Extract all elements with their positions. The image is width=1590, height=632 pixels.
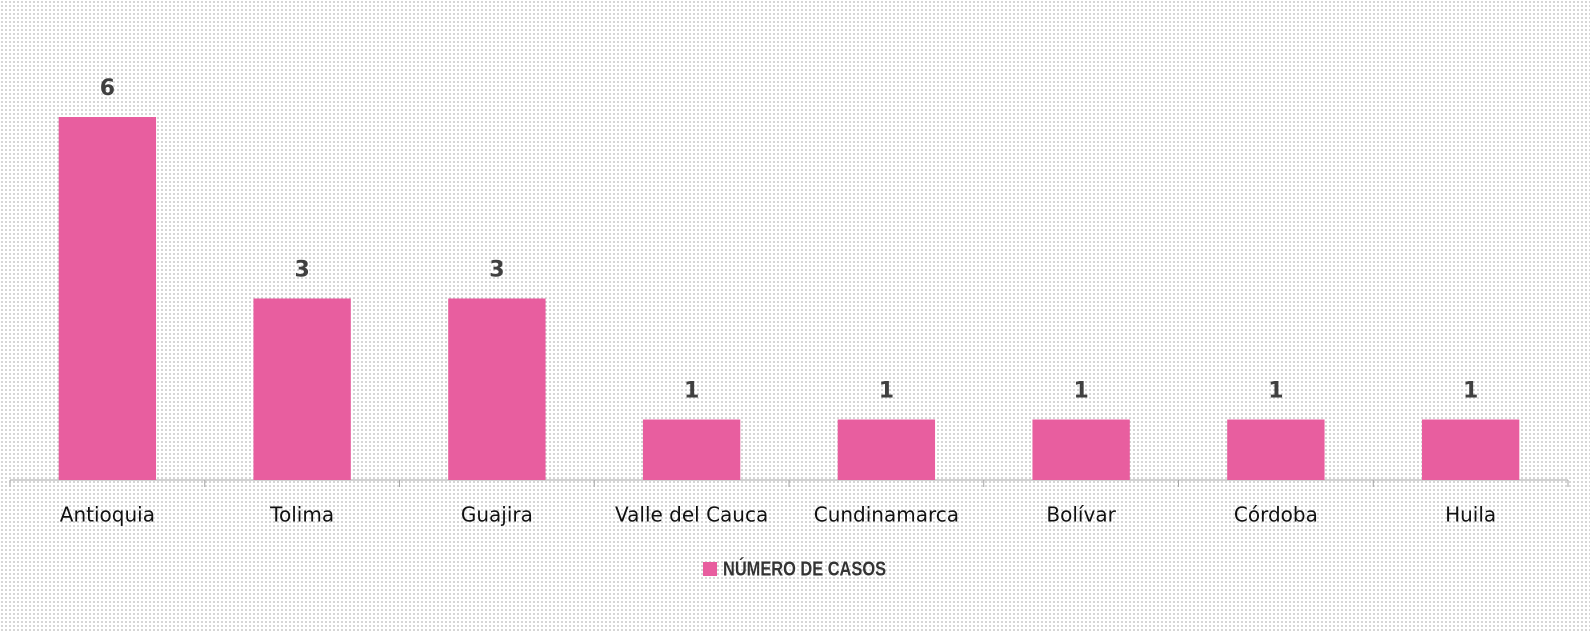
x-tick-label: Guajira <box>461 503 533 527</box>
bar <box>1227 419 1325 480</box>
bar <box>253 298 351 480</box>
x-tick-label: Tolima <box>269 503 334 527</box>
data-label: 3 <box>294 258 309 283</box>
data-label: 1 <box>879 379 894 404</box>
legend-swatch <box>703 562 717 576</box>
x-tick-label: Bolívar <box>1046 503 1116 527</box>
bar <box>58 117 157 480</box>
data-label: 6 <box>100 76 115 101</box>
data-label: 3 <box>489 258 504 283</box>
bar <box>642 419 741 480</box>
bar <box>1032 419 1130 480</box>
x-tick-label: Huila <box>1445 503 1496 527</box>
bar <box>448 298 546 480</box>
x-tick-label: Cundinamarca <box>814 503 959 527</box>
data-label: 1 <box>1268 379 1283 404</box>
x-tick-label: Valle del Cauca <box>615 503 768 527</box>
x-tick-label: Córdoba <box>1234 503 1318 527</box>
legend-label: NÚMERO DE CASOS <box>723 556 886 580</box>
data-label: 1 <box>684 379 699 404</box>
data-label: 1 <box>1073 379 1088 404</box>
bar <box>1421 419 1520 480</box>
bar <box>837 419 936 480</box>
data-label: 1 <box>1463 379 1478 404</box>
x-tick-label: Antioquia <box>60 503 155 527</box>
